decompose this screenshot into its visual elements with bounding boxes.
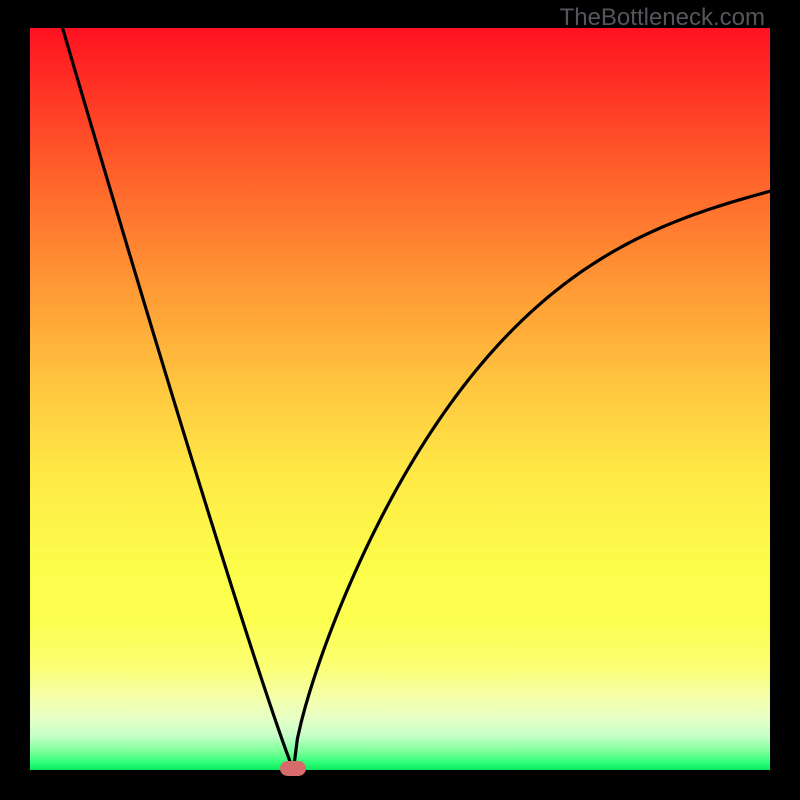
valley-curve-path bbox=[63, 28, 770, 770]
bottleneck-curve bbox=[0, 0, 800, 800]
chart-container: TheBottleneck.com bbox=[0, 0, 800, 800]
optimum-marker bbox=[280, 761, 306, 776]
watermark-text: TheBottleneck.com bbox=[560, 4, 765, 32]
